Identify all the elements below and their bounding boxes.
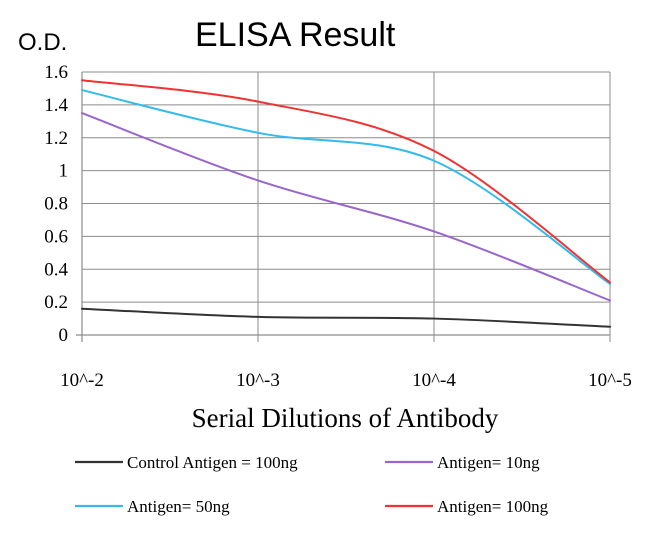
grid-layer [76, 71, 611, 342]
y-tick-label: 1.2 [44, 128, 68, 149]
y-tick-label: 1 [59, 161, 69, 182]
x-tick-label: 10^-5 [588, 370, 632, 391]
legend-label: Antigen= 100ng [437, 497, 549, 516]
x-tick-label: 10^-3 [236, 370, 280, 391]
y-tick-label: 0.6 [44, 226, 68, 247]
x-tick-label: 10^-2 [60, 370, 104, 391]
legend: Control Antigen = 100ng Antigen= 10ng Anti… [75, 453, 549, 516]
series-line-3 [81, 89, 611, 286]
x-axis-label: Serial Dilutions of Antibody [192, 403, 499, 433]
series-layer [81, 79, 611, 328]
y-tick-label: 1.6 [44, 62, 68, 83]
y-tick-label: 0 [59, 325, 69, 346]
y-tick-label: 1.4 [44, 95, 68, 116]
legend-label: Antigen= 10ng [437, 453, 540, 472]
series-line-2 [81, 112, 611, 302]
chart-title: ELISA Result [195, 16, 396, 54]
series-line-1 [81, 307, 611, 328]
x-tick-label: 10^-4 [412, 370, 456, 391]
y-tick-label: 0.8 [44, 194, 68, 215]
legend-label: Antigen= 50ng [127, 497, 230, 516]
x-tick-labels: 10^-2 10^-3 10^-4 10^-5 [60, 370, 632, 391]
y-tick-label: 0.2 [44, 292, 68, 313]
legend-label: Control Antigen = 100ng [127, 453, 298, 472]
series-line-4 [81, 79, 611, 284]
y-tick-labels: 0 0.2 0.4 0.6 0.8 1 1.2 1.4 1.6 [44, 62, 68, 346]
y-axis-label: O.D. [18, 29, 67, 56]
y-tick-label: 0.4 [44, 259, 68, 280]
